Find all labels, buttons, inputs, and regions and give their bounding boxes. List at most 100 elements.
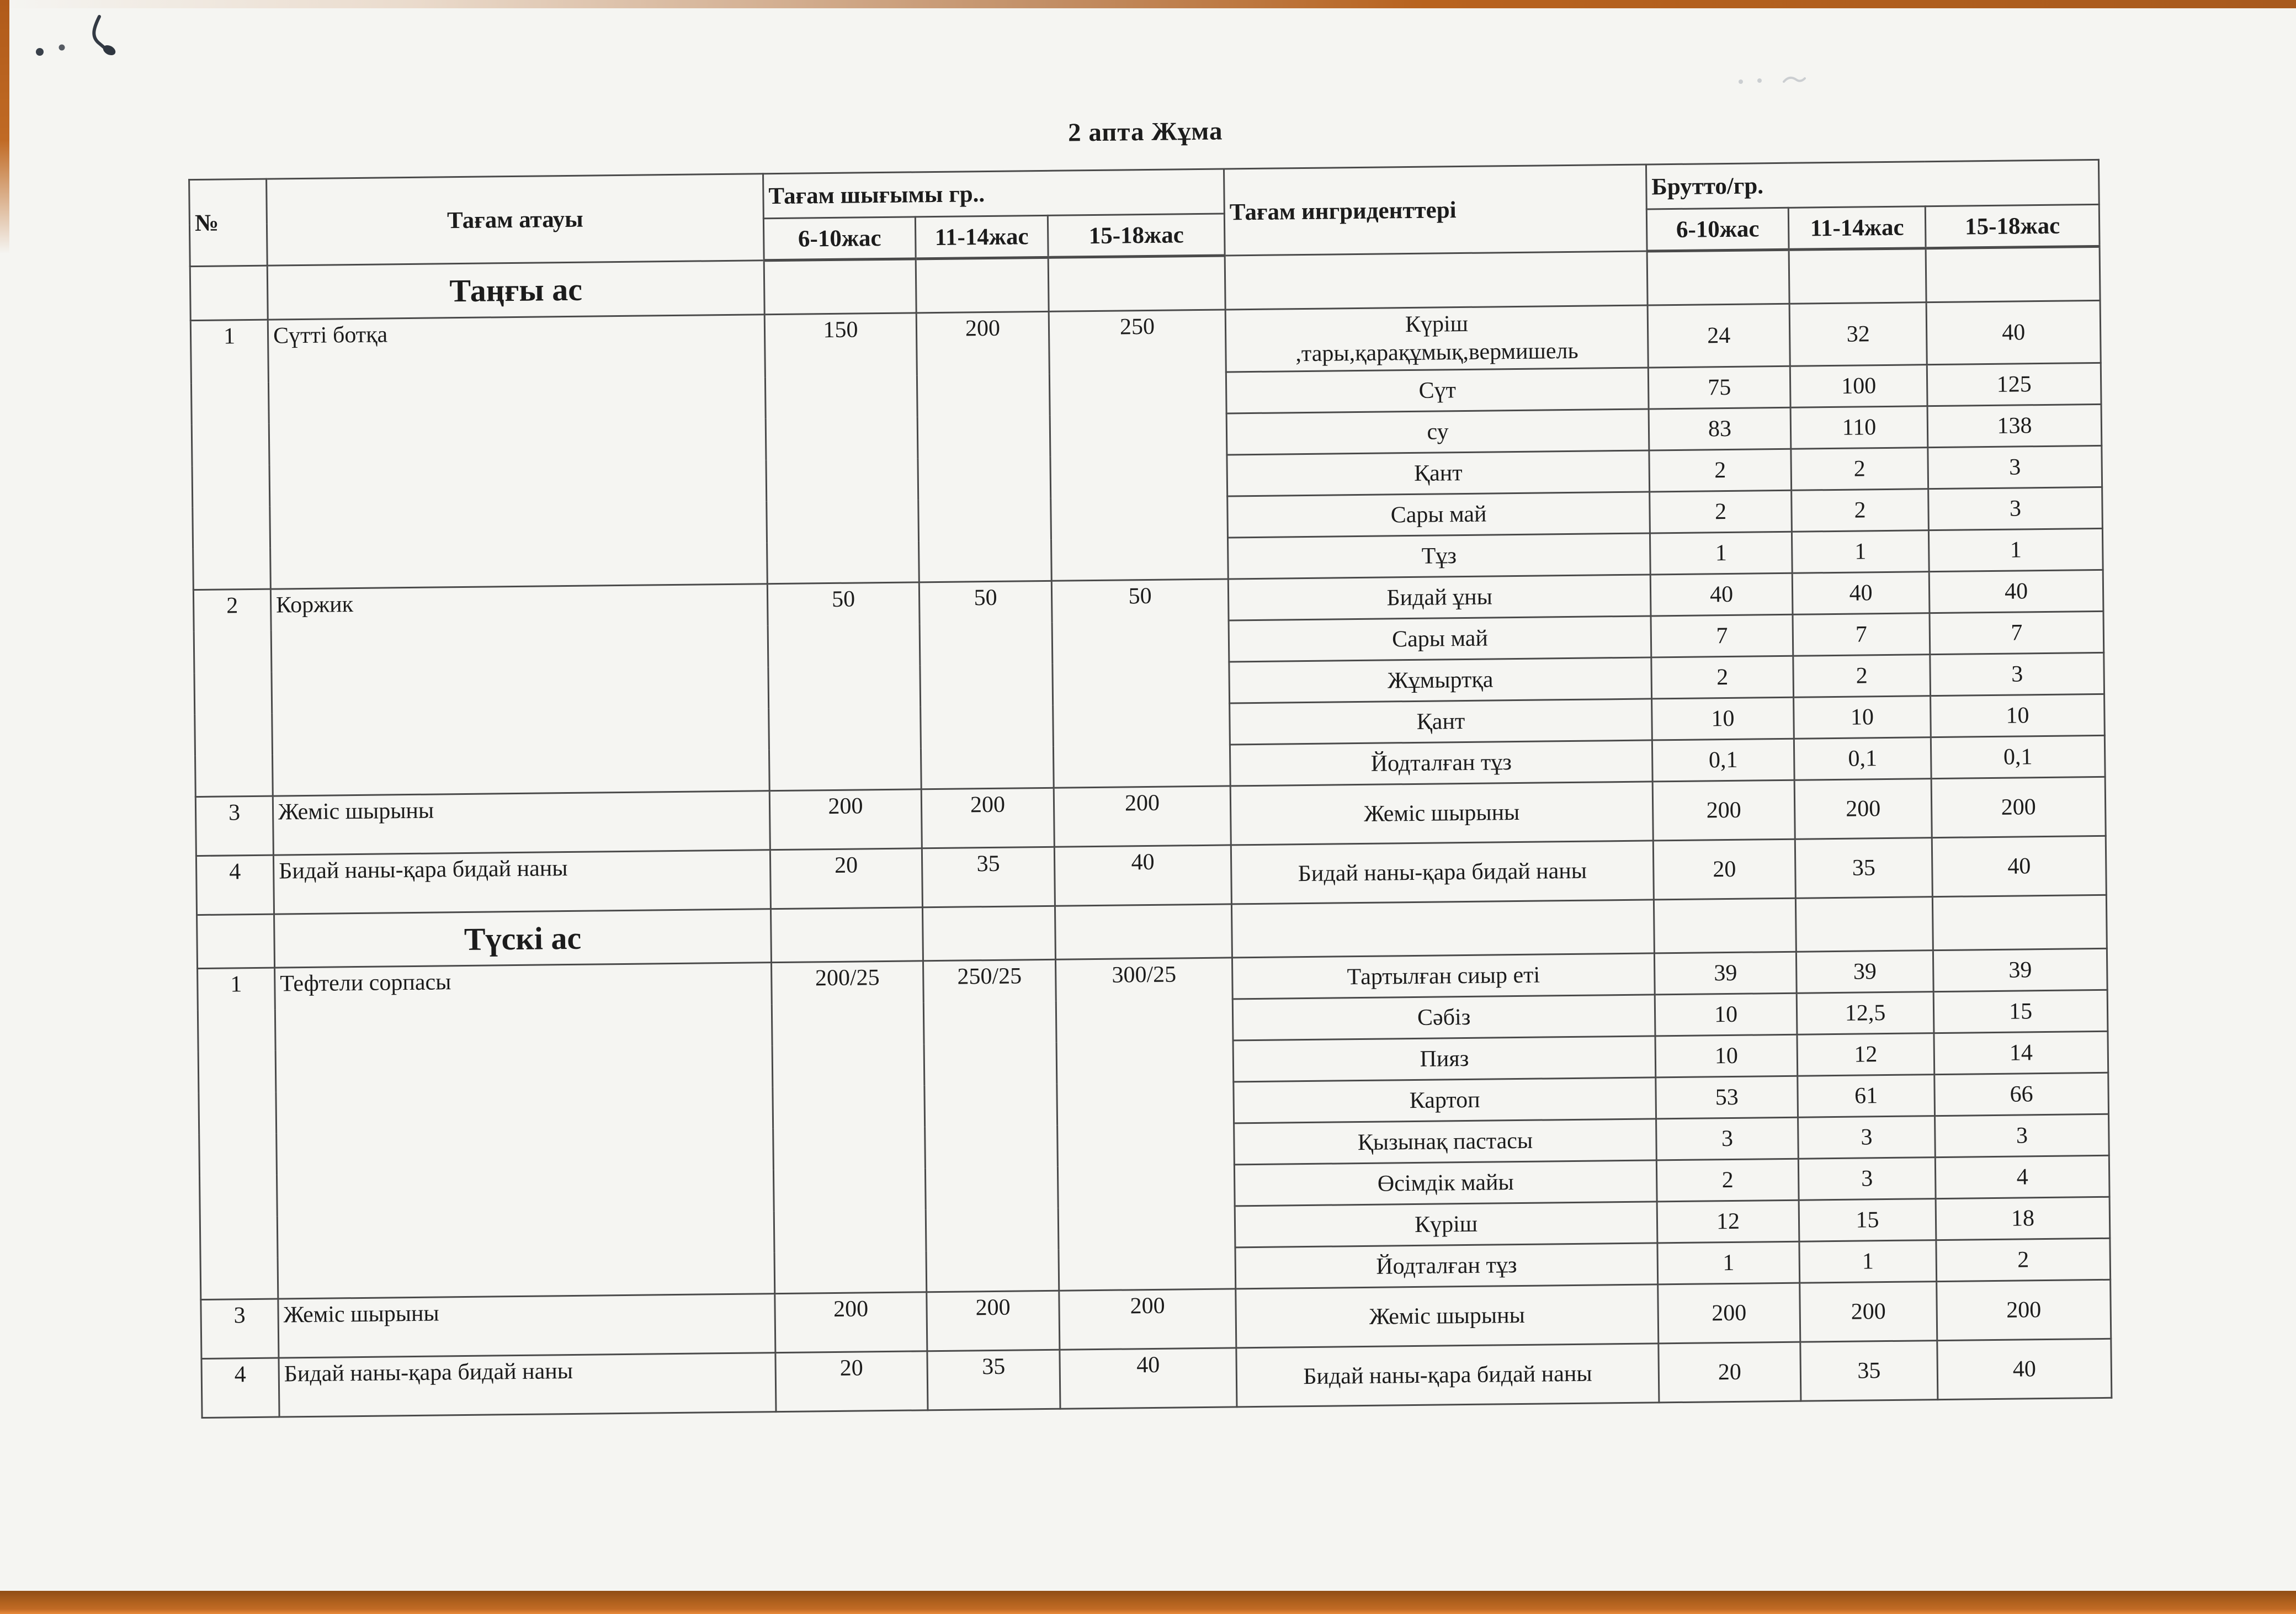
- ingredient-name-cell: Қызынақ пастасы: [1234, 1119, 1657, 1165]
- ingredient-name-cell: Күріш: [1235, 1202, 1657, 1248]
- section-empty-cell: [1048, 256, 1226, 312]
- brutto-value-cell: 12: [1797, 1033, 1934, 1076]
- brutto-value-cell: 0,1: [1652, 739, 1795, 782]
- ingredient-name-cell: Тартылған сиыр еті: [1232, 953, 1655, 1000]
- brutto-value-cell: 200: [1931, 777, 2106, 838]
- output-value-cell: 200: [1054, 786, 1231, 847]
- brutto-value-cell: 12,5: [1797, 992, 1934, 1035]
- output-value-cell: 200: [1059, 1289, 1236, 1350]
- col-header-brutto-age-3: 15-18жас: [1925, 204, 2100, 248]
- brutto-value-cell: 3: [1798, 1158, 1936, 1201]
- ingredient-name-cell: Жеміс шырыны: [1235, 1284, 1659, 1348]
- brutto-value-cell: 2: [1790, 448, 1928, 491]
- brutto-value-cell: 10: [1655, 1034, 1798, 1078]
- brutto-value-cell: 1: [1650, 532, 1793, 575]
- col-header-output: Тағам шығымы гр..: [763, 169, 1225, 219]
- brutto-value-cell: 200: [1799, 1282, 1937, 1342]
- pen-scribble: [36, 15, 116, 56]
- brutto-value-cell: 7: [1651, 614, 1793, 658]
- brutto-value-cell: 4: [1935, 1155, 2110, 1199]
- brutto-value-cell: 12: [1657, 1200, 1799, 1244]
- brutto-value-cell: 20: [1658, 1342, 1801, 1403]
- dish-number-cell: 3: [200, 1299, 279, 1359]
- output-value-cell: 50: [767, 582, 922, 792]
- dish-number-cell: 3: [195, 796, 274, 857]
- output-value-cell: 250/25: [923, 959, 1059, 1293]
- brutto-value-cell: 138: [1927, 404, 2102, 448]
- output-value-cell: 35: [922, 847, 1055, 908]
- brutto-value-cell: 10: [1651, 697, 1794, 741]
- brutto-value-cell: 3: [1656, 1117, 1799, 1161]
- brutto-value-cell: 10: [1930, 694, 2105, 738]
- dish-name-cell: Коржик: [270, 584, 770, 797]
- brutto-value-cell: 2: [1649, 490, 1792, 534]
- ingredient-name-cell: Бидай наны-қара бидай наны: [1231, 841, 1654, 905]
- section-empty-cell: [916, 257, 1049, 313]
- section-empty-cell: [1231, 900, 1655, 958]
- ingredient-name-cell: Тұз: [1227, 533, 1651, 580]
- ingredient-name-cell: Йодталған тұз: [1230, 740, 1653, 787]
- brutto-value-cell: 40: [1926, 300, 2101, 365]
- col-header-number: №: [189, 179, 268, 267]
- brutto-value-cell: 3: [1798, 1116, 1936, 1159]
- ingredient-name-cell: Бидай наны-қара бидай наны: [1236, 1344, 1659, 1408]
- ingredient-name-cell: Пияз: [1233, 1036, 1656, 1082]
- dish-number-cell: 1: [197, 968, 278, 1300]
- col-header-dish-name: Тағам атауы: [266, 173, 764, 266]
- output-value-cell: 35: [927, 1350, 1061, 1411]
- section-number-cell: [196, 914, 275, 969]
- section-empty-cell: [1225, 251, 1648, 310]
- menu-table-body: Таңғы ас 1 Сүтті ботқа 150 200 250 Күріш ,тары…: [190, 246, 2112, 1418]
- output-value-cell: 150: [764, 312, 920, 585]
- brutto-value-cell: 35: [1795, 838, 1933, 899]
- col-header-output-age-3: 15-18жас: [1048, 214, 1225, 258]
- brutto-value-cell: 66: [1934, 1073, 2109, 1117]
- brutto-value-cell: 1: [1792, 530, 1930, 574]
- brutto-value-cell: 125: [1927, 363, 2102, 407]
- brutto-value-cell: 0,1: [1794, 737, 1932, 781]
- ingredient-name-cell: Өсімдік майы: [1234, 1160, 1657, 1207]
- brutto-value-cell: 1: [1928, 528, 2103, 572]
- section-empty-cell: [1795, 897, 1933, 952]
- dish-name-cell: Тефтели сорпасы: [274, 963, 775, 1299]
- page-title: 2 апта Жұма: [1067, 116, 1223, 147]
- desk-edge-left: [0, 0, 9, 254]
- col-header-brutto-age-1: 6-10жас: [1646, 208, 1789, 251]
- ingredient-name-cell: Жұмыртқа: [1229, 657, 1652, 704]
- output-value-cell: 20: [770, 848, 923, 910]
- brutto-value-cell: 200: [1652, 780, 1795, 841]
- brutto-value-cell: 100: [1790, 365, 1928, 408]
- brutto-value-cell: 2: [1651, 656, 1794, 699]
- brutto-value-cell: 53: [1655, 1076, 1798, 1119]
- output-value-cell: 40: [1054, 845, 1232, 906]
- ingredient-name-cell: Йодталған тұз: [1235, 1243, 1658, 1289]
- brutto-value-cell: 1: [1799, 1240, 1937, 1283]
- dish-name-cell: Жеміс шырыны: [273, 791, 770, 856]
- brutto-value-cell: 20: [1653, 839, 1796, 900]
- brutto-value-cell: 7: [1930, 611, 2104, 655]
- output-value-cell: 200: [769, 789, 922, 851]
- output-value-cell: 250: [1049, 309, 1229, 581]
- output-value-cell: 50: [919, 581, 1054, 790]
- section-empty-cell: [1647, 249, 1790, 305]
- brutto-value-cell: 32: [1789, 302, 1927, 367]
- section-title-cell: Таңғы ас: [267, 260, 765, 320]
- brutto-value-cell: 7: [1793, 613, 1930, 656]
- brutto-value-cell: 40: [1650, 573, 1793, 617]
- brutto-value-cell: 35: [1800, 1341, 1938, 1401]
- output-value-cell: 40: [1059, 1348, 1237, 1409]
- output-value-cell: 50: [1051, 579, 1231, 788]
- brutto-value-cell: 200: [1657, 1283, 1800, 1344]
- brutto-value-cell: 39: [1933, 948, 2108, 992]
- ingredient-name-cell: Сары май: [1227, 492, 1650, 538]
- col-header-brutto: Брутто/гр.: [1646, 160, 2100, 209]
- output-value-cell: 200: [921, 788, 1055, 849]
- dish-name-cell: Бидай наны-қара бидай наны: [278, 1353, 777, 1417]
- section-empty-cell: [770, 907, 923, 963]
- brutto-value-cell: 110: [1790, 406, 1928, 449]
- brutto-value-cell: 10: [1655, 993, 1798, 1037]
- section-empty-cell: [922, 906, 1056, 962]
- brutto-value-cell: 2: [1793, 655, 1931, 698]
- brutto-value-cell: 200: [1794, 779, 1932, 840]
